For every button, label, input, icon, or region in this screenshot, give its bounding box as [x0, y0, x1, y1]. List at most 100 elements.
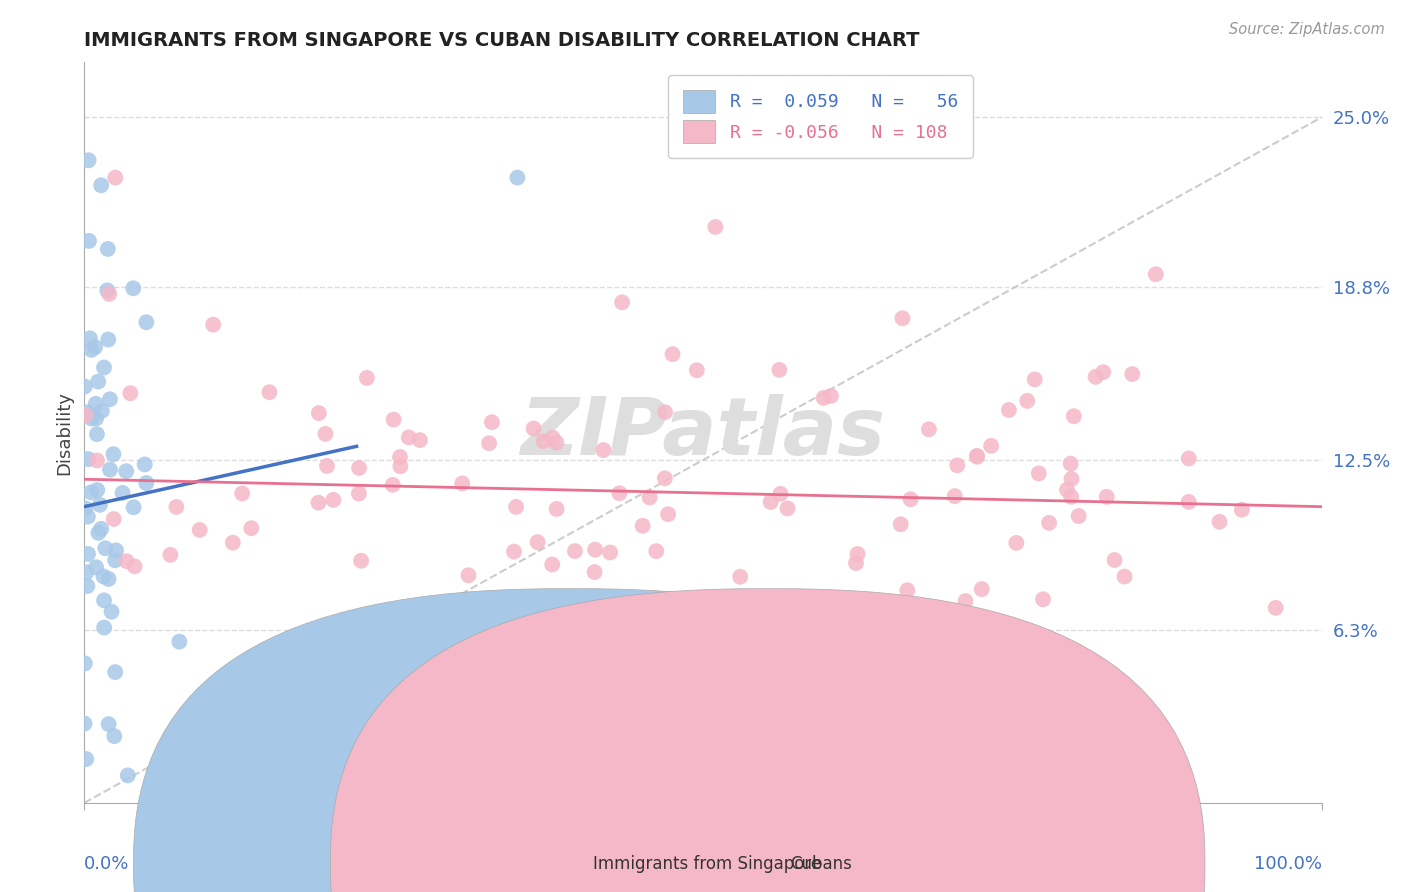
Point	[1144, 267, 1167, 281]
Point	[350, 554, 373, 568]
Point	[704, 219, 727, 234]
Point	[79, 331, 101, 345]
Point	[93, 360, 115, 375]
Point	[117, 768, 139, 782]
Text: Source: ZipAtlas.com: Source: ZipAtlas.com	[1229, 22, 1385, 37]
Point	[90, 178, 112, 193]
Point	[80, 485, 103, 500]
Point	[188, 523, 211, 537]
Point	[654, 471, 676, 485]
Point	[120, 386, 142, 401]
Point	[1208, 515, 1230, 529]
Point	[86, 427, 108, 442]
Point	[134, 458, 156, 472]
Point	[896, 583, 918, 598]
Point	[73, 716, 96, 731]
Point	[98, 286, 121, 301]
Point	[388, 450, 411, 464]
Point	[546, 502, 568, 516]
Point	[917, 600, 939, 615]
Point	[115, 464, 138, 478]
Point	[503, 544, 526, 558]
Point	[262, 673, 284, 687]
Point	[87, 375, 110, 389]
Point	[638, 491, 661, 505]
Point	[645, 544, 668, 558]
Point	[728, 570, 751, 584]
Point	[768, 363, 790, 377]
Point	[90, 404, 112, 418]
Point	[356, 371, 378, 385]
Point	[104, 665, 127, 679]
Point	[103, 729, 125, 743]
Point	[946, 458, 969, 473]
Point	[80, 411, 103, 425]
Point	[97, 333, 120, 347]
Point	[592, 443, 614, 458]
Point	[1005, 536, 1028, 550]
Point	[546, 435, 568, 450]
Point	[103, 447, 125, 461]
Point	[813, 391, 835, 405]
Point	[998, 403, 1021, 417]
Point	[943, 489, 966, 503]
Point	[87, 525, 110, 540]
Point	[481, 415, 503, 429]
Point	[104, 553, 127, 567]
Point	[583, 565, 606, 579]
Point	[1032, 592, 1054, 607]
Point	[1067, 508, 1090, 523]
Point	[891, 311, 914, 326]
Point	[1095, 490, 1118, 504]
Point	[533, 434, 555, 448]
Y-axis label: Disability: Disability	[55, 391, 73, 475]
Point	[1230, 502, 1253, 516]
Point	[409, 433, 432, 447]
Point	[776, 501, 799, 516]
Point	[1056, 483, 1078, 497]
Point	[585, 656, 607, 670]
Point	[76, 509, 98, 524]
Point	[692, 617, 714, 632]
Point	[240, 521, 263, 535]
Point	[1017, 393, 1039, 408]
Point	[77, 452, 100, 467]
Point	[77, 153, 100, 168]
Point	[86, 483, 108, 497]
Point	[100, 605, 122, 619]
Point	[135, 475, 157, 490]
Point	[73, 657, 96, 671]
Point	[1121, 367, 1143, 381]
Point	[1264, 600, 1286, 615]
Point	[1059, 457, 1081, 471]
Point	[451, 476, 474, 491]
Point	[1092, 365, 1115, 379]
Point	[1024, 372, 1046, 386]
Point	[75, 566, 97, 580]
Point	[90, 522, 112, 536]
Point	[75, 752, 97, 766]
Point	[347, 461, 370, 475]
Point	[661, 347, 683, 361]
Point	[389, 459, 412, 474]
Point	[654, 405, 676, 419]
Point	[846, 547, 869, 561]
Point	[845, 556, 868, 570]
Point	[382, 412, 405, 426]
Point	[105, 543, 128, 558]
Point	[96, 284, 118, 298]
Point	[523, 421, 546, 435]
Point	[1060, 472, 1083, 486]
Point	[980, 439, 1002, 453]
Point	[1104, 553, 1126, 567]
Point	[1038, 516, 1060, 530]
Point	[259, 385, 281, 400]
Point	[98, 392, 121, 407]
Point	[84, 397, 107, 411]
Point	[93, 593, 115, 607]
Point	[75, 408, 97, 422]
Point	[231, 486, 253, 500]
Point	[599, 545, 621, 559]
Point	[505, 500, 527, 514]
Point	[122, 500, 145, 515]
